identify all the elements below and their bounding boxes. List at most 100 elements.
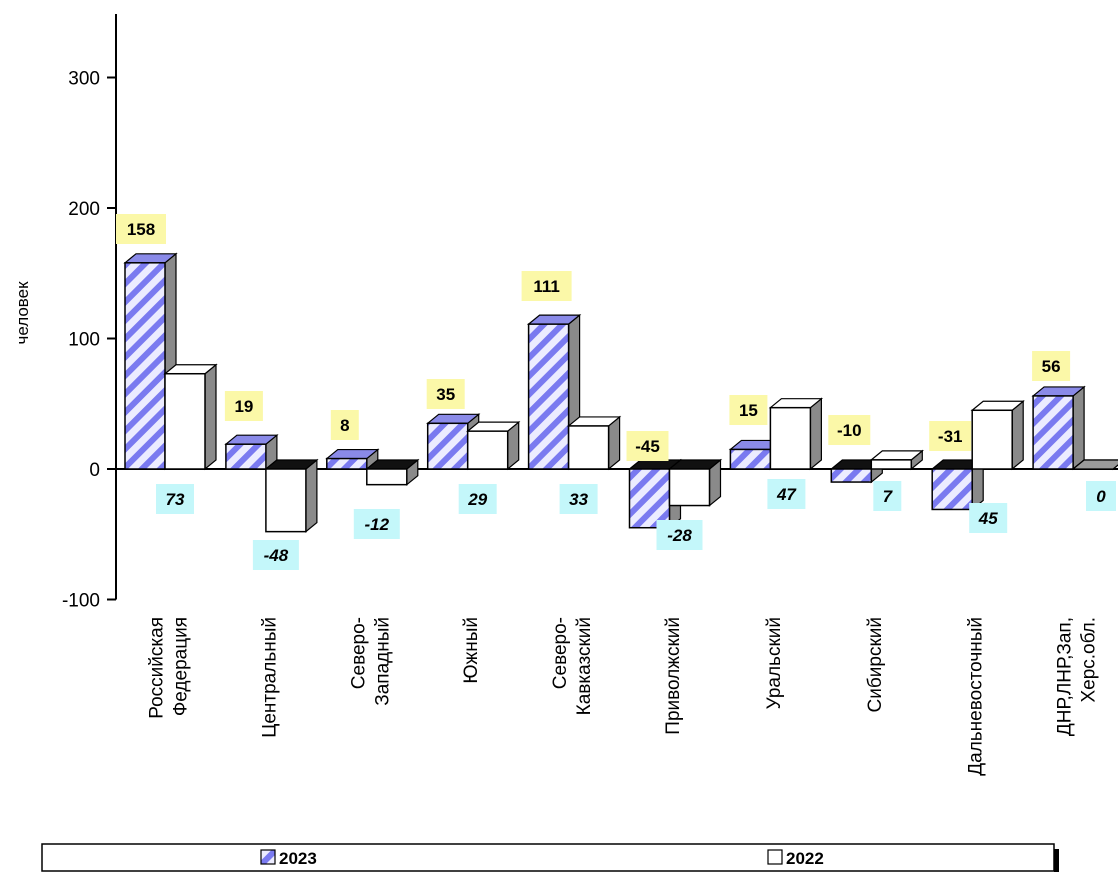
bars [123, 252, 1118, 533]
bar-2022-side [809, 397, 823, 471]
data-label-2022-bg [656, 520, 703, 550]
data-label-2022: 73 [156, 484, 194, 514]
category-label: Сибирский [865, 617, 886, 712]
data-label-2022: 47 [767, 479, 806, 509]
data-label-2022: 45 [969, 503, 1008, 533]
y-tick-label: 100 [68, 330, 100, 351]
bar-2023-front [527, 323, 570, 470]
bar-2022 [365, 458, 420, 486]
data-label-2022-text: 7 [883, 487, 894, 506]
data-label-2023: -10 [828, 415, 871, 445]
data-label-2022-bg [252, 540, 299, 570]
category-label: Западный [372, 617, 393, 706]
data-labels: 158 73 19 -48 8 -12 35 29 111 33 -45 -28 15 47 -10 7 -31… [116, 214, 1116, 570]
category-label: Северо- [348, 617, 369, 689]
bar-2022-front [265, 468, 307, 533]
bar-2022-front [567, 425, 610, 470]
legend-shadow [1054, 849, 1059, 872]
data-label-2023: 111 [521, 271, 572, 301]
data-label-2022-bg [156, 484, 194, 514]
data-label-2023-text: 35 [436, 385, 455, 404]
category-label: Центральный [259, 617, 280, 738]
data-label-2023-text: 15 [739, 401, 758, 420]
data-label-2023: 15 [729, 395, 768, 425]
category-label: Приволжский [663, 617, 684, 735]
data-label-2023: 35 [426, 379, 465, 409]
data-label-2022: 33 [559, 484, 598, 514]
data-label-2022-text: 29 [467, 490, 487, 509]
bar-2023-front [931, 468, 973, 511]
data-label-2022-text: 33 [569, 490, 588, 509]
category-label: Уральский [764, 617, 785, 709]
data-label-2023-text: -10 [837, 421, 862, 440]
data-label-2023: 19 [224, 391, 263, 421]
category-label: Кавказский [574, 617, 595, 715]
data-label-2022: 0 [1086, 481, 1116, 511]
data-label-2022-text: 47 [776, 485, 797, 504]
data-label-2023-bg [330, 410, 359, 440]
data-label-2023-bg [626, 431, 669, 461]
data-label-2022-text: 0 [1096, 487, 1106, 506]
bar-2023-front [426, 422, 469, 470]
bar-2023-front [124, 262, 166, 470]
bar-2022 [768, 397, 824, 471]
category-label: Херс.обл. [1079, 617, 1100, 703]
data-label-2022-bg [458, 484, 497, 514]
data-label-2022-bg [969, 503, 1008, 533]
data-label-2023: 158 [116, 214, 166, 244]
bar-2022-front [164, 372, 206, 470]
bar-2023-front [326, 457, 368, 470]
bar-2023-front [830, 468, 873, 483]
data-label-2022-text: 73 [166, 490, 185, 509]
data-label-2023-bg [929, 421, 972, 451]
data-label-2023: -45 [626, 431, 669, 461]
bar-2023 [224, 433, 279, 471]
bar-2023-front [628, 468, 671, 529]
bar-2023-front [729, 448, 772, 470]
bar-2023 [526, 313, 582, 471]
y-tick-label: -100 [62, 591, 100, 612]
data-label-2022-text: -28 [667, 526, 692, 545]
data-label-2023-text: 56 [1042, 357, 1061, 376]
y-tick-label: 200 [68, 199, 100, 220]
data-label-2023-bg [521, 271, 572, 301]
legend-label-2022: 2022 [786, 849, 824, 868]
data-label-2023: -31 [929, 421, 972, 451]
bar-2022-front [971, 409, 1013, 470]
data-label-2023-text: -31 [938, 427, 963, 446]
legend-swatch-2022 [767, 849, 783, 865]
bar-2022 [264, 458, 319, 533]
category-label: Дальневосточный [966, 617, 987, 776]
legend-box [41, 843, 1055, 872]
legend: 2023 2022 [41, 843, 1059, 872]
data-label-2023-bg [729, 395, 768, 425]
data-label-2023-text: 8 [340, 416, 349, 435]
bar-2022-front [769, 406, 812, 470]
bar-2023-front [225, 443, 267, 470]
data-label-2022-bg [1086, 481, 1116, 511]
bar-2022 [1071, 459, 1118, 471]
bar-2022 [466, 420, 521, 471]
y-tick-label: 0 [89, 460, 100, 481]
bar-2023-side [1072, 385, 1085, 471]
data-label-2022: -48 [252, 540, 299, 570]
data-label-2022-bg [353, 509, 400, 539]
data-label-2023-bg [116, 214, 166, 244]
bar-2022-front [870, 459, 913, 470]
bar-2022 [163, 363, 218, 471]
data-label-2023: 56 [1032, 351, 1071, 381]
data-label-2023-bg [224, 391, 263, 421]
bar-2022 [869, 449, 924, 471]
bar-2022-side [204, 363, 217, 471]
bar-2022 [566, 415, 622, 471]
data-label-2022: -12 [353, 509, 400, 539]
bar-2022 [970, 400, 1025, 471]
data-label-2022: -28 [656, 520, 703, 550]
y-axis-title: человек [13, 281, 32, 345]
y-tick-label: 300 [68, 69, 100, 90]
data-label-2022-bg [767, 479, 806, 509]
legend-label-2023: 2023 [279, 849, 317, 868]
bar-2022-flat [1071, 459, 1118, 470]
category-label: Федерация [170, 617, 191, 716]
